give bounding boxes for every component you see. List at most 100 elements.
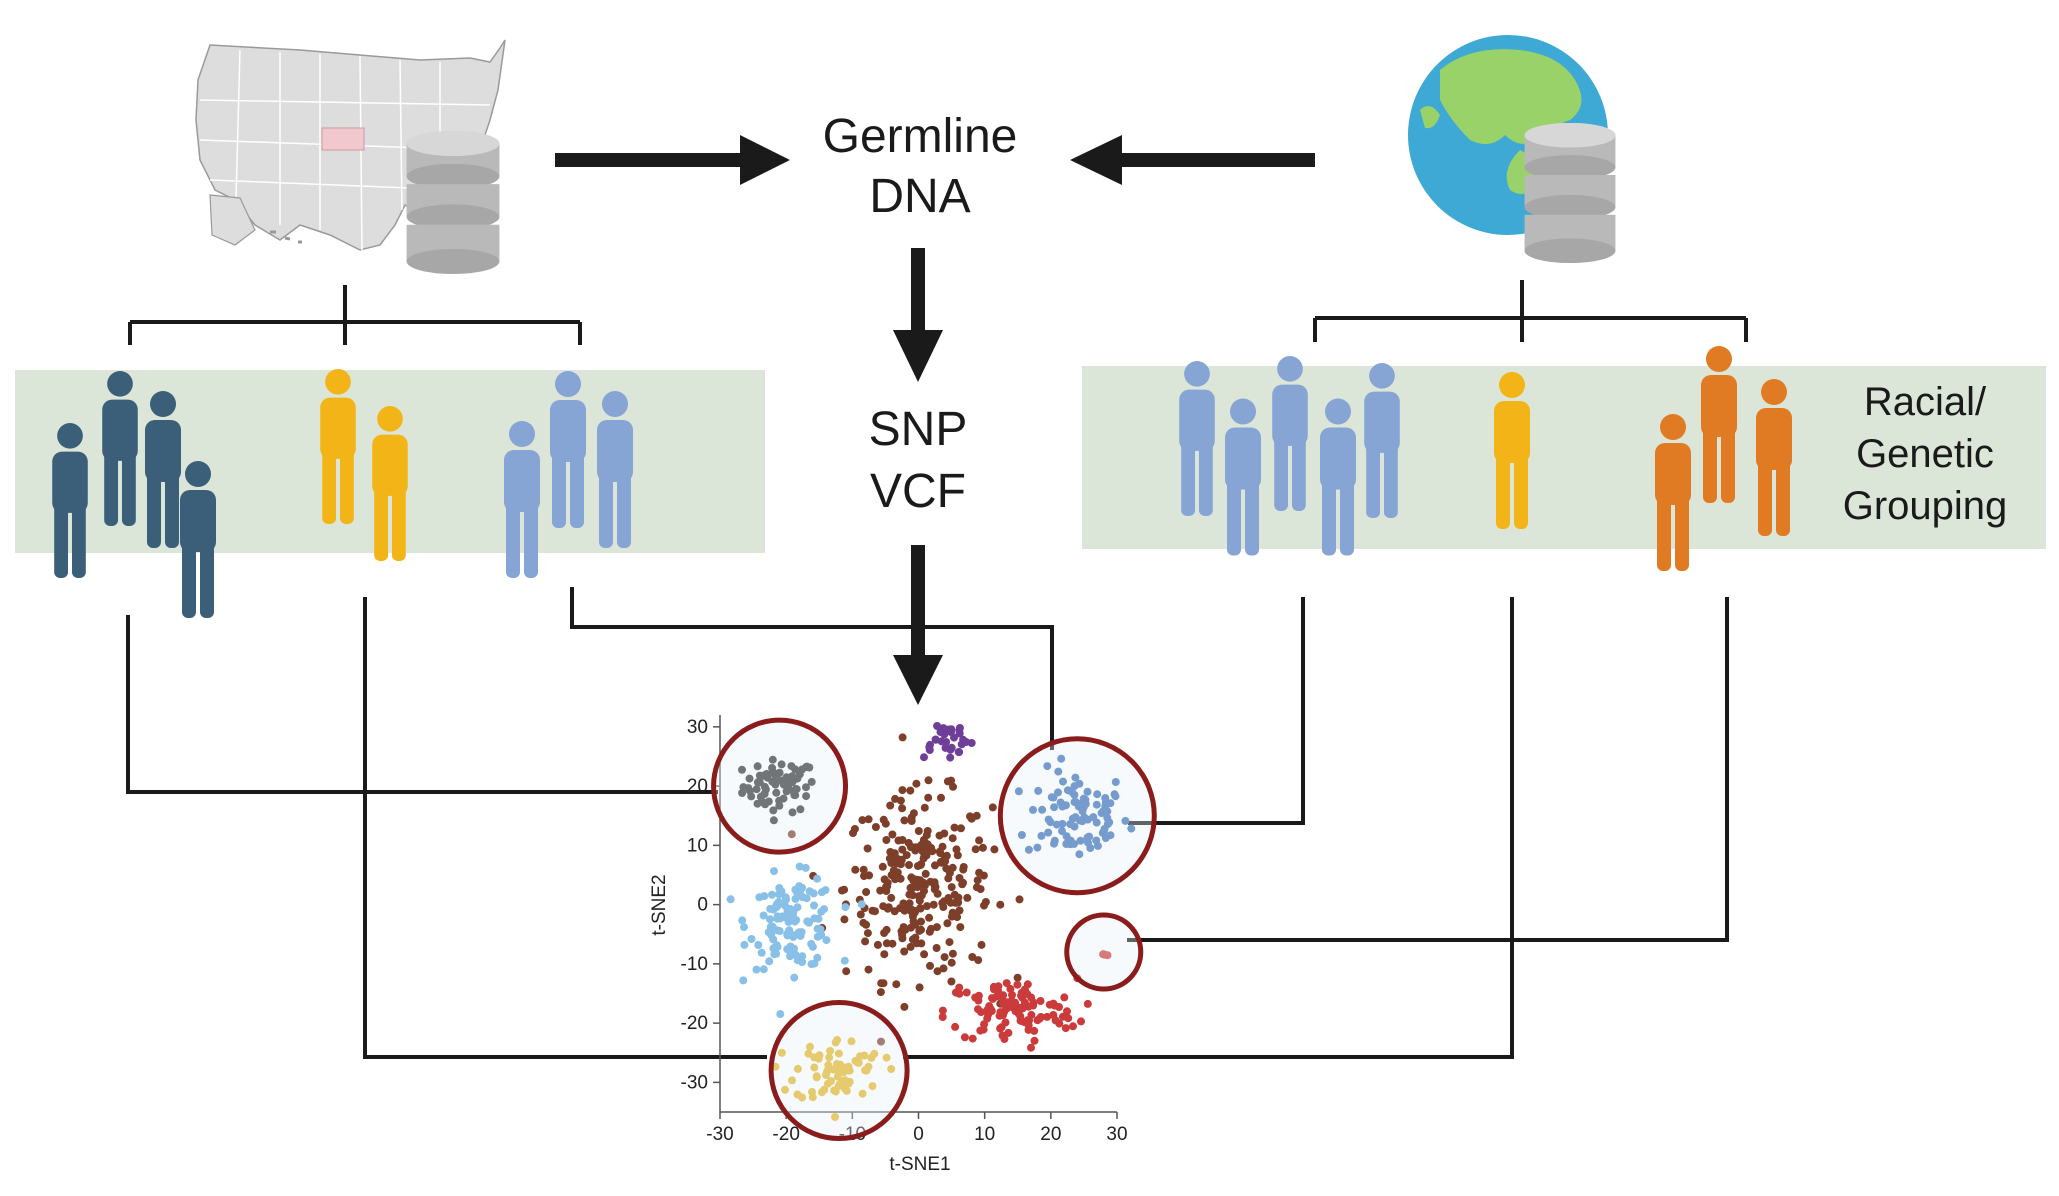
y-tick-label: 10 bbox=[687, 835, 708, 856]
scatter-point bbox=[898, 733, 907, 742]
scatter-point bbox=[871, 907, 879, 916]
scatter-point bbox=[926, 740, 934, 749]
scatter-point bbox=[806, 1042, 814, 1051]
scatter-point bbox=[802, 792, 811, 801]
scatter-point bbox=[804, 918, 813, 926]
scatter-point bbox=[1002, 979, 1011, 988]
scatter-point bbox=[898, 786, 907, 795]
scatter-point bbox=[1036, 997, 1045, 1005]
scatter-point bbox=[768, 890, 776, 899]
y-tick-label: -30 bbox=[681, 1072, 708, 1093]
scatter-point bbox=[1110, 790, 1119, 799]
scatter-point bbox=[770, 867, 778, 876]
scatter-point bbox=[856, 1052, 864, 1061]
y-axis-label: t-SNE2 bbox=[649, 874, 670, 935]
scatter-point bbox=[900, 1002, 909, 1011]
grouping-label-line2: Genetic bbox=[1856, 432, 1994, 476]
scatter-point bbox=[1083, 815, 1092, 824]
scatter-point bbox=[879, 979, 888, 988]
scatter-point bbox=[831, 1113, 839, 1121]
scatter-point bbox=[1013, 973, 1022, 982]
scatter-point bbox=[871, 823, 880, 831]
scatter-point bbox=[851, 865, 860, 874]
scatter-point bbox=[810, 901, 818, 910]
connector-yellow-right bbox=[903, 597, 1514, 1059]
scatter-point bbox=[953, 913, 962, 922]
scatter-point bbox=[1033, 1016, 1042, 1025]
scatter-point bbox=[923, 902, 931, 911]
y-tick-label: 30 bbox=[687, 717, 708, 738]
scatter-point bbox=[1058, 1012, 1067, 1021]
scatter-point bbox=[945, 938, 954, 947]
scatter-point bbox=[948, 949, 957, 958]
scatter-point bbox=[1077, 1017, 1085, 1026]
scatter-point bbox=[1055, 1019, 1064, 1028]
scatter-point bbox=[1075, 850, 1084, 859]
scatter-point bbox=[766, 915, 774, 924]
scatter-point bbox=[927, 843, 936, 852]
cluster-6 bbox=[920, 722, 976, 762]
scatter-point bbox=[804, 1049, 813, 1058]
scatter-point bbox=[1049, 1011, 1058, 1019]
database-icon bbox=[406, 130, 500, 275]
scatter-point bbox=[972, 883, 981, 892]
scatter-point bbox=[780, 778, 789, 787]
scatter-point bbox=[834, 1049, 843, 1058]
scatter-point bbox=[861, 1066, 870, 1075]
y-tick-label: -10 bbox=[681, 954, 708, 975]
scatter-point bbox=[862, 888, 871, 896]
scatter-point bbox=[988, 803, 997, 812]
scatter-point bbox=[938, 1006, 947, 1015]
scatter-point bbox=[833, 1072, 842, 1081]
scatter-point bbox=[861, 937, 870, 946]
scatter-point bbox=[937, 793, 945, 802]
scatter-point bbox=[785, 785, 794, 794]
scatter-point bbox=[813, 932, 822, 941]
scatter-point bbox=[963, 893, 972, 902]
scatter-point bbox=[830, 1086, 839, 1095]
scatter-point bbox=[753, 762, 762, 771]
scatter-point bbox=[941, 854, 949, 863]
scatter-point bbox=[864, 815, 873, 824]
scatter-point bbox=[791, 765, 800, 774]
scatter-point bbox=[1044, 828, 1053, 837]
scatter-point bbox=[857, 900, 866, 909]
scatter-point bbox=[1127, 824, 1136, 833]
scatter-point bbox=[932, 923, 941, 932]
highlight-circle-black-cluster bbox=[711, 717, 849, 855]
scatter-point bbox=[915, 983, 924, 992]
scatter-point bbox=[802, 783, 810, 792]
scatter-point bbox=[1068, 788, 1076, 796]
scatter-point bbox=[898, 804, 907, 813]
scatter-point bbox=[924, 776, 933, 785]
scatter-point bbox=[1081, 795, 1090, 804]
scatter-point bbox=[899, 923, 908, 932]
cluster-1 bbox=[1014, 754, 1136, 859]
scatter-point bbox=[880, 929, 889, 937]
scatter-point bbox=[873, 940, 882, 949]
scatter-point bbox=[950, 823, 959, 832]
y-tick-label: 0 bbox=[697, 895, 708, 916]
scatter-point bbox=[764, 797, 773, 806]
scatter-point bbox=[740, 923, 748, 932]
scatter-point bbox=[1054, 767, 1063, 776]
scatter-point bbox=[1085, 832, 1094, 841]
scatter-point bbox=[975, 836, 984, 845]
scatter-point bbox=[1011, 1007, 1020, 1016]
scatter-point bbox=[1015, 895, 1024, 904]
scatter-point bbox=[847, 1037, 856, 1046]
scatter-point bbox=[744, 784, 753, 793]
scatter-point bbox=[1014, 787, 1023, 796]
scatter-point bbox=[779, 794, 788, 803]
scatter-point bbox=[773, 942, 782, 951]
scatter-point bbox=[747, 792, 756, 801]
scatter-point bbox=[859, 865, 868, 874]
scatter-point bbox=[887, 1065, 896, 1073]
scatter-point bbox=[972, 811, 981, 820]
highlight-circle-blue-cluster bbox=[997, 736, 1157, 896]
scatter-point bbox=[810, 1063, 819, 1072]
scatter-point bbox=[951, 1022, 960, 1031]
scatter-point bbox=[1024, 1002, 1033, 1011]
scatter-point bbox=[765, 957, 774, 966]
scatter-point bbox=[798, 958, 807, 967]
